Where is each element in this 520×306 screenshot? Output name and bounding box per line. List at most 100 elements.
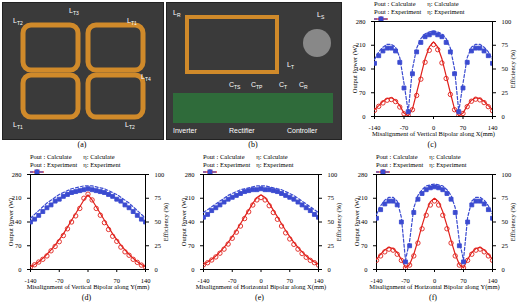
svg-text:140: 140 xyxy=(140,277,151,285)
svg-text:50: 50 xyxy=(155,218,162,225)
svg-text:Misalignment of Horizontal Bip: Misalignment of Horizontal Bipolar along… xyxy=(369,283,499,291)
svg-text:75: 75 xyxy=(502,194,509,201)
svg-text:-140: -140 xyxy=(370,277,383,285)
svg-text:100: 100 xyxy=(502,171,512,178)
svg-text:Misalignment of Horizontal Bip: Misalignment of Horizontal Bipolar along… xyxy=(196,283,327,291)
html-text:Pout : Experiment: Pout : Experiment xyxy=(374,8,422,15)
html-text:Pout : Calculate: Pout : Calculate xyxy=(30,153,72,160)
html-text:Controller: Controller xyxy=(287,127,318,134)
svg-text:Efficiency (%): Efficiency (%) xyxy=(162,203,170,241)
html-text:(e): (e) xyxy=(255,293,264,302)
svg-text:140: 140 xyxy=(313,277,324,285)
svg-text:140: 140 xyxy=(487,277,498,285)
html-text:(b): (b) xyxy=(248,140,258,149)
svg-text:Output Power (W): Output Power (W) xyxy=(7,198,15,246)
svg-text:-70: -70 xyxy=(227,277,237,285)
svg-text:0: 0 xyxy=(18,266,21,273)
html-text:LT: LT xyxy=(287,61,294,71)
svg-text:50: 50 xyxy=(502,65,509,72)
svg-text:140: 140 xyxy=(355,65,366,73)
html-text:Pout : Calculate: Pout : Calculate xyxy=(374,0,416,7)
svg-text:70: 70 xyxy=(359,89,366,96)
html-text:LT2: LT2 xyxy=(13,17,23,27)
svg-text:Efficiency (%): Efficiency (%) xyxy=(509,203,517,241)
html-text:LT3: LT3 xyxy=(69,7,79,17)
svg-text:75: 75 xyxy=(502,41,509,48)
html-text:CTP: CTP xyxy=(251,81,263,91)
svg-text:Misalignment of Vertical Bipol: Misalignment of Vertical Bipolar along X… xyxy=(372,130,495,138)
svg-text:70: 70 xyxy=(361,242,368,249)
svg-text:0: 0 xyxy=(155,266,158,273)
html-text:LT2: LT2 xyxy=(125,121,135,131)
html-text:Pout : Calculate: Pout : Calculate xyxy=(203,153,245,160)
svg-text:75: 75 xyxy=(328,194,335,201)
svg-text:0: 0 xyxy=(364,266,367,273)
html-text:CTS: CTS xyxy=(229,81,241,91)
svg-text:25: 25 xyxy=(502,242,509,249)
svg-text:140: 140 xyxy=(487,124,498,132)
html-text:Pout : Experiment: Pout : Experiment xyxy=(30,161,78,168)
svg-text:-70: -70 xyxy=(399,124,409,132)
html-text:CT: CT xyxy=(279,81,288,91)
html-text:LT1: LT1 xyxy=(13,121,23,131)
svg-text:0: 0 xyxy=(502,266,505,273)
html-text:LR: LR xyxy=(173,9,181,19)
svg-text:Efficiency (%): Efficiency (%) xyxy=(335,203,343,241)
html-text:(d): (d) xyxy=(81,293,92,302)
svg-text:100: 100 xyxy=(328,171,338,178)
svg-text:70: 70 xyxy=(459,124,467,132)
svg-text:140: 140 xyxy=(184,218,195,226)
html-text:η: Experiment: η: Experiment xyxy=(427,8,465,15)
svg-text:210: 210 xyxy=(11,194,22,202)
svg-text:Misalignment of Vertical Bipol: Misalignment of Vertical Bipolar along Y… xyxy=(27,283,150,291)
svg-text:-70: -70 xyxy=(401,277,410,285)
html-text:(c): (c) xyxy=(427,140,437,149)
svg-text:Output Power (W): Output Power (W) xyxy=(180,198,188,246)
svg-text:50: 50 xyxy=(502,218,509,225)
html-text:η: Calculate: η: Calculate xyxy=(256,153,288,160)
html-text:(a): (a) xyxy=(77,140,87,149)
html-text:Rectifier: Rectifier xyxy=(229,127,255,134)
svg-text:0: 0 xyxy=(362,113,365,120)
svg-text:100: 100 xyxy=(502,18,512,25)
html-text:CR: CR xyxy=(299,81,308,91)
svg-text:-140: -140 xyxy=(197,277,210,285)
svg-text:210: 210 xyxy=(357,194,368,202)
svg-text:280: 280 xyxy=(185,171,195,178)
svg-text:70: 70 xyxy=(15,242,22,249)
html-text:(f): (f) xyxy=(429,293,437,302)
svg-text:25: 25 xyxy=(328,242,335,249)
html-text:LT1: LT1 xyxy=(127,17,137,27)
svg-text:50: 50 xyxy=(328,218,335,225)
html-text:η: Experiment: η: Experiment xyxy=(83,161,121,168)
svg-text:-140: -140 xyxy=(368,124,381,132)
svg-text:70: 70 xyxy=(188,242,195,249)
html-text:η: Experiment: η: Experiment xyxy=(256,161,294,168)
html-text:η: Calculate: η: Calculate xyxy=(83,153,115,160)
svg-text:0: 0 xyxy=(191,266,194,273)
html-text:LT4: LT4 xyxy=(141,73,151,83)
html-text:Pout : Experiment: Pout : Experiment xyxy=(203,161,251,168)
svg-text:100: 100 xyxy=(155,171,165,178)
svg-text:280: 280 xyxy=(358,171,368,178)
html-text:η: Calculate: η: Calculate xyxy=(427,0,459,7)
svg-text:Efficiency (%): Efficiency (%) xyxy=(509,50,517,88)
svg-text:Output Power (W): Output Power (W) xyxy=(353,198,361,246)
svg-text:70: 70 xyxy=(113,277,120,285)
svg-text:Output Power (W): Output Power (W) xyxy=(351,45,359,93)
svg-text:140: 140 xyxy=(11,218,22,226)
svg-text:210: 210 xyxy=(355,41,366,49)
svg-text:0: 0 xyxy=(502,113,505,120)
svg-text:280: 280 xyxy=(12,171,22,178)
svg-text:25: 25 xyxy=(155,242,162,249)
svg-text:280: 280 xyxy=(356,18,366,25)
svg-text:0: 0 xyxy=(328,266,331,273)
svg-text:25: 25 xyxy=(502,89,509,96)
html-text:Inverter: Inverter xyxy=(173,127,197,134)
svg-text:140: 140 xyxy=(357,218,368,226)
svg-text:-140: -140 xyxy=(24,277,37,285)
svg-text:-70: -70 xyxy=(54,277,64,285)
html-text:LS: LS xyxy=(317,11,325,21)
svg-text:210: 210 xyxy=(184,194,195,202)
svg-text:75: 75 xyxy=(155,194,162,201)
